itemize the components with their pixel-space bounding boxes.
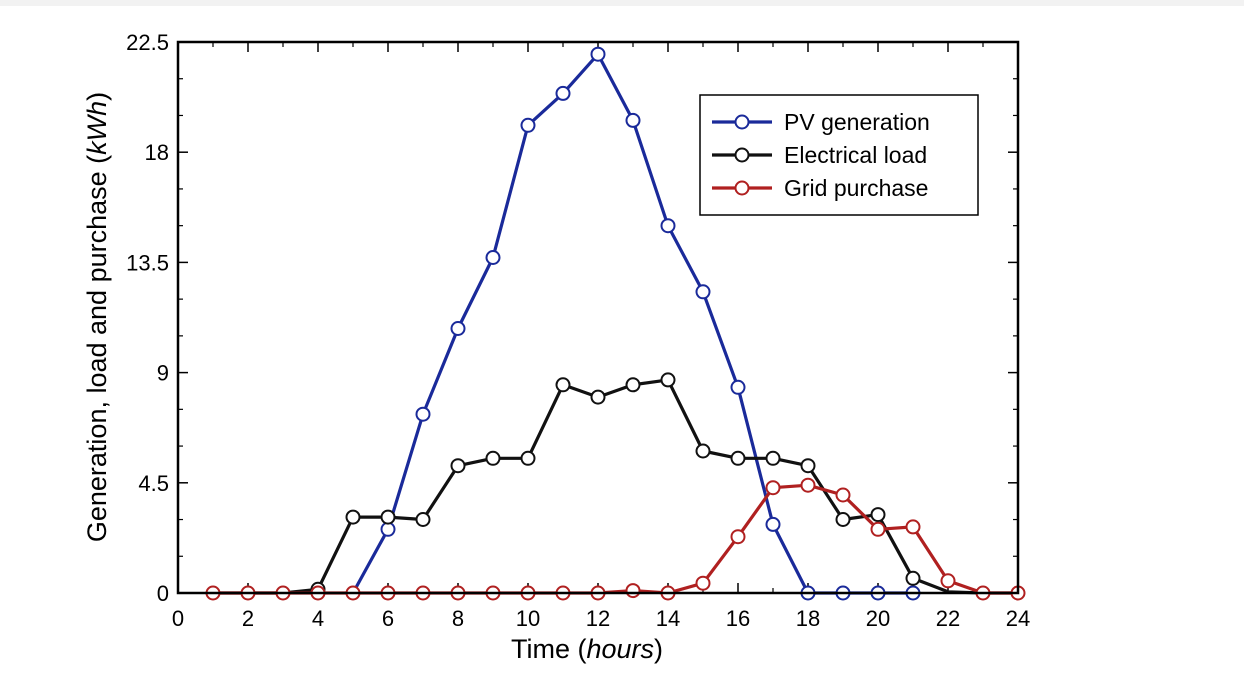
x-axis-title: Time (hours)	[511, 634, 663, 664]
data-point-pv-generation	[695, 284, 711, 300]
data-point-electrical-load	[555, 377, 571, 393]
y-axis-title-unit: kWh	[82, 101, 112, 155]
x-tick-label: 22	[936, 606, 960, 631]
legend-entry-grid-purchase: Grid purchase	[712, 175, 928, 201]
data-point-electrical-load	[800, 458, 816, 474]
data-point-grid-purchase	[905, 519, 921, 535]
data-point-electrical-load	[450, 458, 466, 474]
legend-swatch-marker	[734, 114, 750, 130]
data-point-grid-purchase	[940, 573, 956, 589]
legend-entry-pv-generation: PV generation	[712, 109, 930, 135]
x-tick-label: 24	[1006, 606, 1030, 631]
data-point-electrical-load	[380, 509, 396, 525]
data-point-electrical-load	[590, 389, 606, 405]
data-point-pv-generation	[765, 516, 781, 532]
x-tick-label: 18	[796, 606, 820, 631]
legend-label: PV generation	[784, 109, 930, 135]
series-line-electrical-load	[213, 378, 1018, 595]
data-point-grid-purchase	[765, 480, 781, 496]
data-point-pv-generation	[625, 112, 641, 128]
data-point-pv-generation	[555, 85, 571, 101]
data-point-electrical-load	[835, 512, 851, 527]
y-axis-title-main: Generation, load and purchase (	[82, 155, 112, 542]
plot-frame	[176, 40, 1020, 595]
y-tick-label: 9	[157, 361, 169, 386]
data-point-pv-generation	[450, 321, 466, 336]
data-point-electrical-load	[730, 450, 746, 466]
x-tick-label: 6	[382, 606, 394, 631]
legend-swatch-marker	[734, 147, 750, 163]
data-point-pv-generation	[415, 406, 431, 422]
x-tick-label: 16	[726, 606, 750, 631]
x-tick-label: 14	[656, 606, 680, 631]
data-point-electrical-load	[870, 507, 886, 523]
data-point-electrical-load	[905, 570, 921, 586]
legend-label: Grid purchase	[784, 175, 928, 201]
x-tick-label: 4	[312, 606, 324, 631]
x-tick-label: 12	[586, 606, 610, 631]
legend-label: Electrical load	[784, 142, 927, 168]
data-point-electrical-load	[415, 512, 431, 527]
data-point-grid-purchase	[625, 583, 641, 599]
data-point-pv-generation	[730, 379, 746, 395]
series-grid-purchase	[205, 477, 1026, 601]
data-point-electrical-load	[485, 450, 501, 466]
data-point-electrical-load	[765, 450, 781, 466]
data-point-grid-purchase	[695, 575, 711, 591]
x-tick-label: 0	[172, 606, 184, 631]
data-point-pv-generation	[485, 250, 501, 265]
series-electrical-load	[213, 372, 1018, 597]
x-tick-label: 20	[866, 606, 890, 631]
y-tick-label: 0	[157, 581, 169, 606]
y-tick-label: 4.5	[138, 471, 169, 496]
legend-entry-electrical-load: Electrical load	[712, 142, 927, 168]
data-point-electrical-load	[695, 443, 711, 459]
series-line-grid-purchase	[213, 483, 1018, 595]
data-point-electrical-load	[660, 372, 676, 388]
legend: PV generation Electrical load Grid purchas…	[699, 94, 979, 216]
top-border-strip	[0, 0, 1244, 6]
legend-swatch-marker	[734, 180, 750, 196]
data-point-pv-generation	[380, 521, 396, 537]
y-axis-title-end: )	[82, 92, 112, 101]
x-axis-title-unit: hours	[586, 634, 654, 664]
x-axis-title-main: Time (	[511, 634, 587, 664]
y-tick-label: 13.5	[126, 250, 169, 275]
x-axis-title-end: )	[654, 634, 663, 664]
data-point-pv-generation	[590, 46, 606, 62]
y-tick-label: 22.5	[126, 30, 169, 55]
data-point-grid-purchase	[870, 521, 886, 537]
x-tick-label: 8	[452, 606, 464, 631]
data-point-grid-purchase	[800, 477, 816, 493]
x-tick-label: 10	[516, 606, 540, 631]
y-tick-label: 18	[145, 140, 169, 165]
data-point-electrical-load	[625, 377, 641, 393]
x-tick-label: 2	[242, 606, 254, 631]
data-point-electrical-load	[520, 450, 536, 466]
data-point-electrical-load	[345, 509, 361, 525]
data-point-pv-generation	[520, 117, 536, 133]
data-point-grid-purchase	[730, 529, 746, 545]
data-point-grid-purchase	[835, 487, 851, 503]
data-point-pv-generation	[660, 218, 676, 234]
y-axis-title: Generation, load and purchase (kWh)	[82, 92, 112, 542]
